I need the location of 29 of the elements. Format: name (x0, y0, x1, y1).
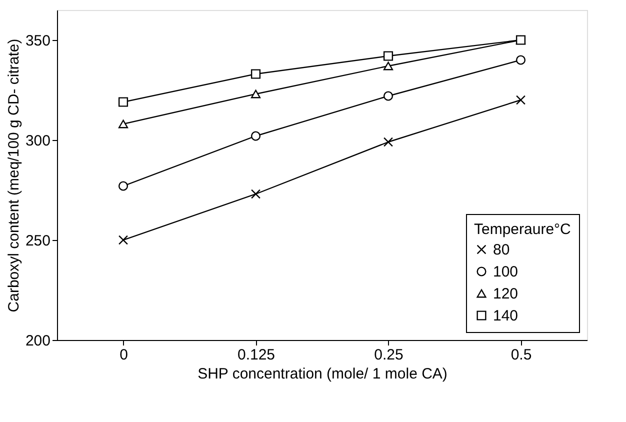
point (516, 95, 526, 105)
x-tick-label: 0.25 (374, 346, 404, 364)
point (383, 91, 394, 101)
x-axis-title: SHP concentration (mole/ 1 mole CA) (198, 366, 448, 382)
point (383, 62, 394, 70)
point (250, 69, 261, 79)
point (250, 189, 261, 199)
x-tick-label: 0 (120, 346, 128, 364)
legend-label: 80 (493, 242, 510, 258)
y-tick-label: 350 (25, 32, 50, 50)
point (250, 90, 261, 98)
point (118, 235, 128, 245)
point (118, 97, 128, 107)
y-tick-label: 200 (25, 332, 50, 350)
legend-label: 140 (493, 308, 518, 324)
y-tick-label: 250 (25, 232, 50, 250)
y-axis-title: Carboxyl content (meq/100 g CD- citrate) (5, 38, 22, 312)
point (118, 120, 128, 128)
legend-title: Temperaure°C (474, 221, 572, 238)
x-tick-label: 0.125 (237, 346, 276, 364)
point (250, 131, 261, 141)
point (516, 55, 526, 65)
point (383, 137, 394, 147)
y-tick-label: 300 (25, 132, 50, 150)
point (118, 181, 128, 191)
legend-label: 120 (493, 286, 518, 302)
x-tick-label: 0.5 (510, 346, 532, 364)
point (383, 51, 394, 61)
legend-label: 100 (493, 264, 518, 280)
